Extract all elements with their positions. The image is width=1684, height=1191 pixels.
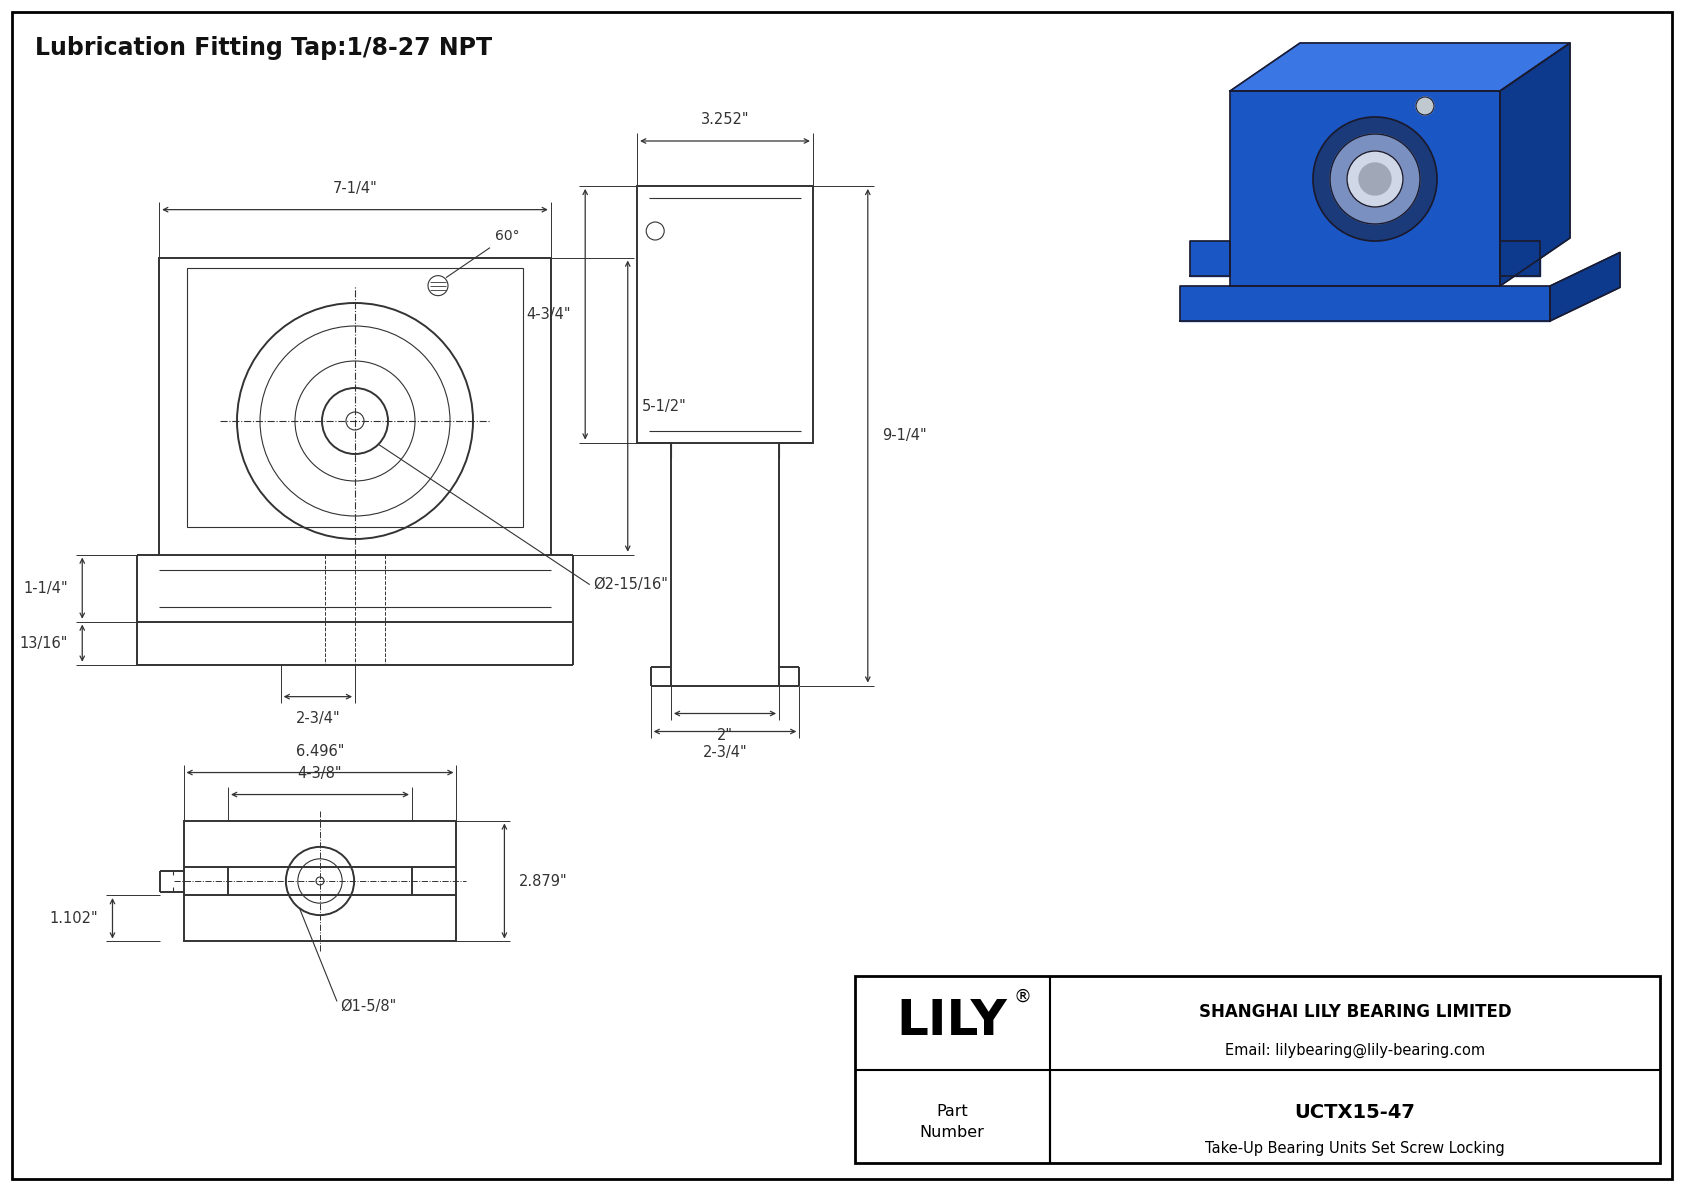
Text: LILY: LILY <box>896 997 1007 1045</box>
Text: 2-3/4": 2-3/4" <box>296 711 340 725</box>
Circle shape <box>1314 117 1436 241</box>
Polygon shape <box>1500 241 1539 276</box>
Text: 9-1/4": 9-1/4" <box>882 429 926 443</box>
Text: 2": 2" <box>717 728 733 742</box>
Text: Ø2-15/16": Ø2-15/16" <box>593 578 667 592</box>
Polygon shape <box>1191 241 1229 276</box>
Text: Part
Number: Part Number <box>919 1104 985 1140</box>
Text: 7-1/4": 7-1/4" <box>333 181 377 195</box>
Text: 6.496": 6.496" <box>296 743 344 759</box>
Bar <box>637 186 813 443</box>
Text: 1.102": 1.102" <box>51 911 98 925</box>
Circle shape <box>1359 163 1391 195</box>
Polygon shape <box>1500 43 1569 286</box>
Text: Email: lilybearing@lily-bearing.com: Email: lilybearing@lily-bearing.com <box>1224 1043 1485 1059</box>
Polygon shape <box>1549 252 1620 322</box>
Bar <box>160 257 551 555</box>
Text: 3.252": 3.252" <box>701 112 749 127</box>
Bar <box>187 268 522 526</box>
Text: 4-3/4": 4-3/4" <box>527 307 571 322</box>
Polygon shape <box>1229 91 1500 286</box>
Circle shape <box>1347 151 1403 207</box>
Bar <box>855 975 1660 1162</box>
Text: Ø1-5/8": Ø1-5/8" <box>340 999 396 1014</box>
Bar <box>227 867 413 896</box>
Text: ®: ® <box>1014 987 1032 1005</box>
Circle shape <box>1416 96 1435 116</box>
Polygon shape <box>1229 43 1569 91</box>
Bar <box>184 821 456 941</box>
Circle shape <box>1330 135 1420 224</box>
Text: 2-3/4": 2-3/4" <box>702 746 748 761</box>
Polygon shape <box>1180 286 1549 322</box>
Text: SHANGHAI LILY BEARING LIMITED: SHANGHAI LILY BEARING LIMITED <box>1199 1003 1511 1021</box>
Text: Take-Up Bearing Units Set Screw Locking: Take-Up Bearing Units Set Screw Locking <box>1206 1141 1505 1155</box>
Text: 60°: 60° <box>495 229 520 243</box>
Text: 1-1/4": 1-1/4" <box>24 581 69 596</box>
Text: Lubrication Fitting Tap:1/8-27 NPT: Lubrication Fitting Tap:1/8-27 NPT <box>35 36 492 60</box>
Text: 5-1/2": 5-1/2" <box>642 399 687 413</box>
Text: 13/16": 13/16" <box>20 636 69 650</box>
Text: 4-3/8": 4-3/8" <box>298 766 342 780</box>
Text: 2.879": 2.879" <box>519 873 568 888</box>
Text: UCTX15-47: UCTX15-47 <box>1295 1103 1416 1122</box>
